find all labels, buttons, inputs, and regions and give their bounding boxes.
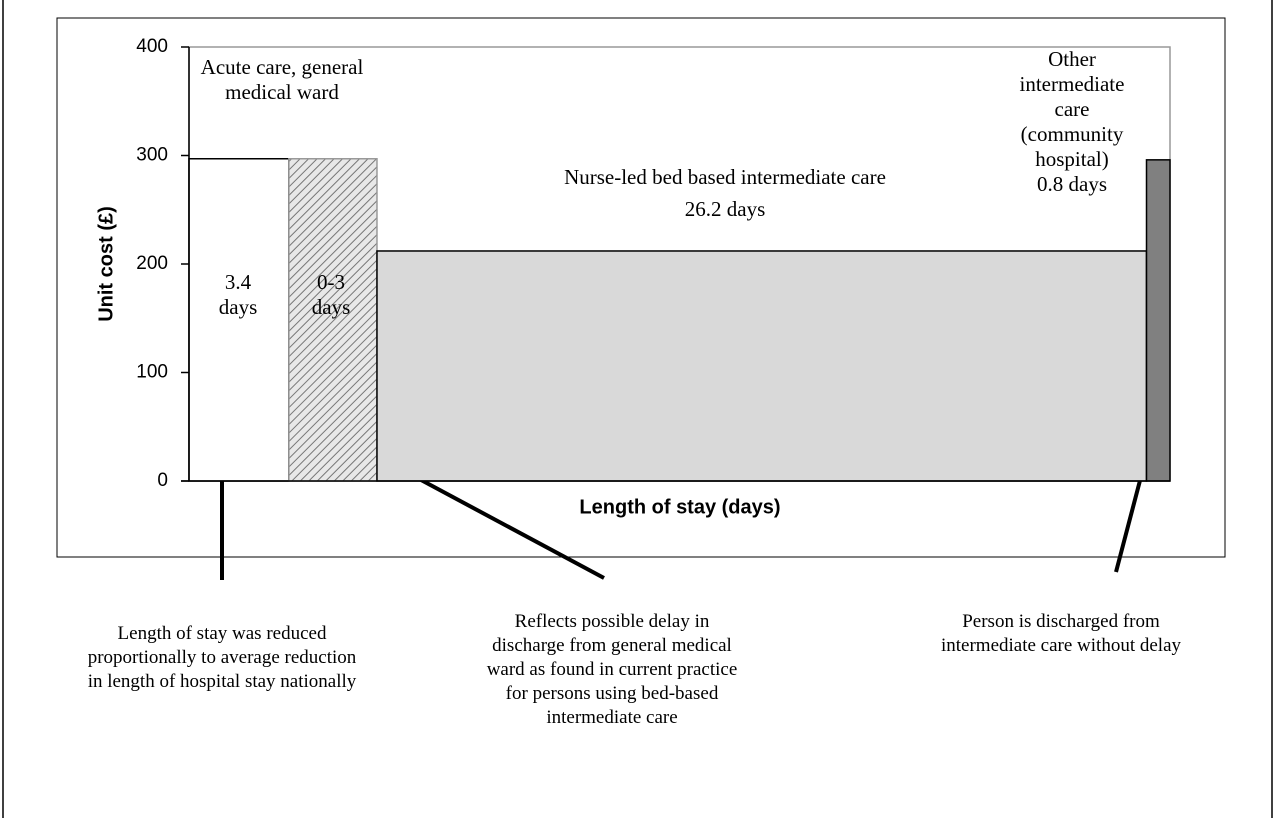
bar-category-label: Nurse-led bed based intermediate care (564, 165, 886, 189)
annotation: Person is discharged from intermediate c… (940, 611, 1182, 656)
bar-duration-label: 3.4 days (218, 270, 258, 319)
y-tick-label: 400 (136, 36, 168, 57)
bar (376, 250, 1148, 482)
bar (188, 158, 290, 482)
annotation: Length of stay was reduced proportionall… (87, 623, 357, 692)
bar-duration-label: 0.8 days (1037, 172, 1107, 196)
y-axis-label: Unit cost (£) (95, 206, 117, 322)
y-tick-label: 100 (136, 362, 168, 383)
bar-category-label: Acute care, general medical ward (200, 55, 364, 104)
x-axis-label: Length of stay (days) (579, 496, 780, 518)
bars (188, 158, 1171, 482)
bar-category-label: Other intermediate care (community hospi… (1019, 47, 1125, 171)
bar-duration-label: 26.2 days (684, 197, 766, 221)
bar (288, 158, 378, 482)
y-tick-label: 0 (157, 470, 168, 491)
chart-frame (56, 17, 1226, 558)
annotation: Reflects possible delay in discharge fro… (486, 611, 738, 728)
bar-duration-label: 0-3 days (311, 270, 351, 319)
y-tick-label: 300 (136, 145, 168, 166)
bar (1145, 159, 1171, 482)
y-tick-label: 200 (136, 253, 168, 274)
